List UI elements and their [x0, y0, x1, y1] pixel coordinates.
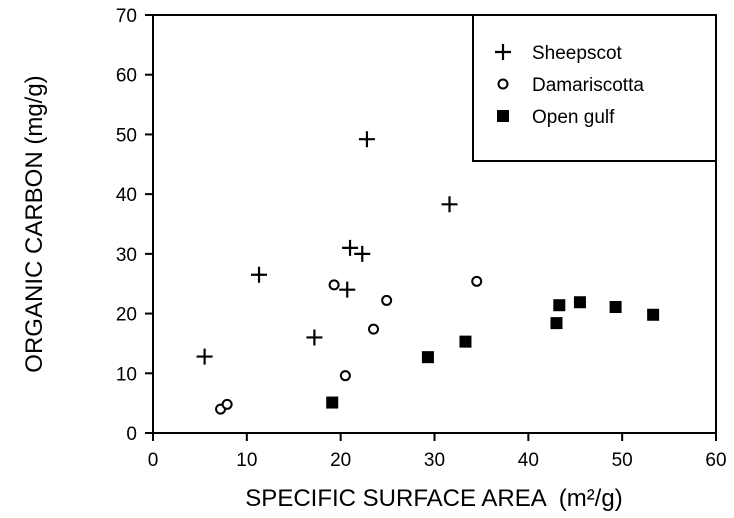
point-sheepscot — [339, 281, 356, 298]
point-open-gulf — [326, 396, 339, 409]
point-sheepscot — [354, 245, 371, 262]
x-axis-label: SPECIFIC SURFACE AREA — [245, 485, 546, 512]
point-sheepscot — [306, 329, 323, 346]
data-points — [196, 131, 660, 415]
point-damariscotta — [471, 275, 483, 287]
x-axis-title: SPECIFIC SURFACE AREA (m²/g) — [245, 485, 622, 512]
legend-box — [472, 14, 717, 162]
point-open-gulf — [647, 308, 660, 321]
y-tick-label: 50 — [116, 125, 137, 146]
point-sheepscot — [196, 348, 213, 365]
y-tick-label: 10 — [116, 364, 137, 385]
point-damariscotta — [328, 279, 340, 291]
point-damariscotta — [381, 294, 393, 306]
legend: Sheepscot Damariscotta Open gulf — [472, 14, 717, 162]
y-tick-label: 60 — [116, 66, 137, 87]
y-tick-label: 30 — [116, 245, 137, 266]
legend-item-open-gulf: Open gulf — [497, 107, 615, 128]
point-sheepscot — [358, 131, 375, 148]
legend-label-sheepscot: Sheepscot — [532, 43, 623, 64]
x-axis: 0 10 20 30 40 50 60 — [148, 433, 727, 471]
point-sheepscot — [342, 239, 359, 256]
legend-item-sheepscot: Sheepscot — [495, 43, 623, 64]
y-tick-label: 0 — [126, 424, 137, 445]
point-damariscotta — [339, 370, 351, 382]
point-open-gulf — [553, 299, 566, 312]
point-damariscotta — [221, 398, 233, 410]
point-open-gulf — [459, 335, 472, 348]
x-tick-label: 40 — [518, 450, 539, 471]
legend-label-damariscotta: Damariscotta — [532, 75, 644, 96]
y-tick-label: 40 — [116, 185, 137, 206]
y-tick-label: 20 — [116, 305, 137, 326]
legend-label-open-gulf: Open gulf — [532, 107, 615, 128]
point-open-gulf — [573, 296, 586, 309]
legend-marker-square — [497, 110, 509, 122]
y-axis-title: ORGANIC CARBON (mg/g) — [21, 75, 48, 372]
x-tick-label: 60 — [705, 450, 726, 471]
point-open-gulf — [421, 351, 434, 364]
x-axis-unit: (m²/g) — [559, 485, 623, 512]
point-sheepscot — [441, 196, 458, 213]
x-tick-label: 10 — [236, 450, 257, 471]
x-tick-label: 0 — [148, 450, 159, 471]
point-open-gulf — [550, 317, 563, 330]
legend-marker-plus — [495, 44, 511, 60]
x-tick-label: 20 — [330, 450, 351, 471]
x-tick-label: 50 — [612, 450, 633, 471]
y-axis: 0 10 20 30 40 50 60 70 — [116, 6, 153, 445]
x-tick-label: 30 — [424, 450, 445, 471]
point-damariscotta — [368, 323, 380, 335]
legend-marker-circle — [497, 78, 509, 90]
point-sheepscot — [251, 266, 268, 283]
y-tick-label: 70 — [116, 6, 137, 27]
legend-item-damariscotta: Damariscotta — [497, 75, 644, 96]
point-open-gulf — [609, 301, 622, 314]
